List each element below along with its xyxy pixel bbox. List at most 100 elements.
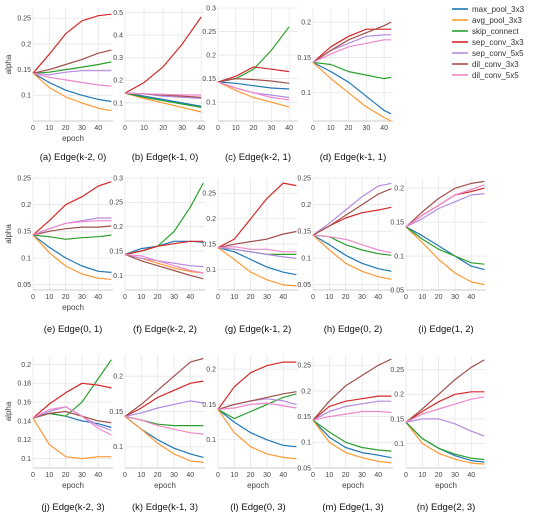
- x-tick-label: 20: [154, 472, 162, 479]
- x-tick-label: 0: [31, 472, 35, 479]
- series-line-avg_pool_3x3: [32, 417, 112, 460]
- series-line-sep_conv_5x5: [312, 182, 392, 236]
- y-tick-label: 0.1: [21, 456, 31, 463]
- series-line-skip_connect: [124, 415, 204, 427]
- x-tick-label: 0: [123, 125, 127, 132]
- y-tick-label: 0.14: [17, 418, 31, 425]
- x-tick-label: 20: [62, 294, 70, 301]
- y-tick-label: 0.4: [113, 33, 123, 40]
- series-line-skip_connect: [124, 92, 202, 108]
- y-axis-label: alpha: [4, 401, 13, 421]
- series-line-skip_connect: [312, 419, 392, 452]
- series-line-sep_conv_5x5: [32, 70, 112, 76]
- x-tick-label: 30: [78, 472, 86, 479]
- series-line-avg_pool_3x3: [312, 61, 392, 122]
- subplot-10: 0.1 0.15 0.2 0 10 20 30 40 epoch (k) Edge(k-1, 3): [109, 355, 205, 513]
- subplot-1: 0.1 0.2 0.3 0.4 0.5 0 10 20 30 40 (b) Edge(k-1, 0): [113, 8, 205, 163]
- y-tick-label: 0.25: [297, 175, 311, 182]
- y-tick-label: 0.2: [206, 52, 216, 59]
- x-tick-label: 40: [374, 472, 382, 479]
- x-tick-label: 0: [404, 294, 408, 301]
- series-line-dil_conv_3x3: [312, 188, 392, 236]
- series-line-avg_pool_3x3: [217, 409, 297, 460]
- subplot-8: 0.05 0.1 0.15 0.2 0 10 20 30 40 (i) Edge(1, 2): [390, 178, 486, 335]
- legend-entry: dil_conv_5x5: [472, 71, 519, 80]
- x-tick-label: 20: [247, 472, 255, 479]
- series-line-dil_conv_3x3: [312, 21, 392, 63]
- x-tick-label: 0: [216, 472, 220, 479]
- y-tick-label: 0.25: [297, 363, 311, 370]
- y-tick-label: 0.1: [21, 255, 31, 262]
- y-tick-label: 0.16: [17, 399, 31, 406]
- y-tick-label: 0.2: [113, 224, 123, 231]
- y-tick-label: 0.12: [17, 437, 31, 444]
- y-tick-label: 0.1: [394, 253, 404, 260]
- y-tick-label: 0.1: [206, 267, 216, 274]
- series-line-skip_connect: [32, 61, 112, 74]
- subplot-caption: (f) Edge(k-2, 2): [133, 324, 197, 335]
- series-line-skip_connect: [312, 61, 392, 80]
- y-tick-label: 0.2: [301, 388, 311, 395]
- y-tick-label: 0.1: [113, 444, 123, 451]
- x-tick-label: 40: [380, 125, 388, 132]
- y-tick-label: 0.1: [206, 100, 216, 107]
- x-tick-label: 40: [94, 472, 102, 479]
- series-line-dil_conv_5x5: [32, 220, 112, 236]
- subplot-caption: (c) Edge(k-2, 1): [225, 152, 291, 163]
- x-tick-label: 30: [267, 125, 275, 132]
- subplot-caption: (i) Edge(1, 2): [418, 324, 473, 335]
- series-line-dil_conv_5x5: [32, 406, 112, 436]
- y-tick-label: 0.2: [21, 362, 31, 369]
- x-tick-label: 20: [154, 294, 162, 301]
- x-tick-label: 30: [170, 472, 178, 479]
- x-tick-label: 10: [325, 294, 333, 301]
- subplot-caption: (j) Edge(k-2, 3): [41, 502, 104, 513]
- series-line-dil_conv_3x3: [217, 77, 290, 84]
- series-line-sep_conv_3x3: [32, 382, 112, 419]
- x-tick-label: 30: [358, 472, 366, 479]
- y-tick-label: 0.2: [21, 41, 31, 48]
- series-line-skip_connect: [405, 421, 485, 461]
- series-line-sep_conv_5x5: [312, 400, 392, 421]
- x-tick-label: 10: [418, 472, 426, 479]
- y-tick-label: 0.15: [390, 416, 404, 423]
- series-line-dil_conv_5x5: [312, 39, 392, 63]
- y-tick-label: 0.18: [17, 381, 31, 388]
- series-line-dil_conv_5x5: [217, 246, 297, 253]
- subplot-caption: (h) Edge(0, 2): [324, 324, 383, 335]
- x-tick-label: 20: [435, 294, 443, 301]
- x-tick-label: 30: [451, 472, 459, 479]
- series-line-avg_pool_3x3: [217, 247, 297, 287]
- series-line-max_pool_3x3: [312, 419, 392, 459]
- series-line-avg_pool_3x3: [124, 92, 202, 113]
- legend-entry: max_pool_3x3: [472, 5, 525, 14]
- x-tick-label: 10: [232, 125, 240, 132]
- series-line-avg_pool_3x3: [124, 415, 204, 463]
- x-tick-label: 10: [137, 294, 145, 301]
- subplot-caption: (l) Edge(0, 3): [230, 502, 285, 513]
- subplot-grid: 0.1 0.15 0.2 0.25 0 10 20 30 40 alpha epoch (a) Edg…: [4, 5, 486, 513]
- series-line-max_pool_3x3: [124, 92, 202, 107]
- series-line-max_pool_3x3: [32, 234, 112, 273]
- x-tick-label: 40: [94, 294, 102, 301]
- legend-entry: dil_conv_3x3: [472, 60, 519, 69]
- series-line-dil_conv_5x5: [124, 92, 202, 96]
- x-tick-label: 0: [31, 125, 35, 132]
- x-tick-label: 40: [467, 472, 475, 479]
- y-tick-label: 0.15: [202, 76, 216, 83]
- series-line-dil_conv_3x3: [32, 225, 112, 236]
- y-tick-label: 0.15: [297, 229, 311, 236]
- y-tick-label: 0.15: [109, 248, 123, 255]
- x-tick-label: 30: [263, 294, 271, 301]
- series-line-avg_pool_3x3: [32, 234, 112, 280]
- y-tick-label: 0.2: [394, 186, 404, 193]
- x-axis-label: epoch: [154, 481, 176, 490]
- x-tick-label: 10: [140, 125, 148, 132]
- y-tick-label: 0.1: [394, 441, 404, 448]
- y-tick-label: 0.1: [301, 90, 311, 97]
- series-line-avg_pool_3x3: [312, 234, 392, 280]
- x-tick-label: 30: [358, 294, 366, 301]
- x-tick-label: 0: [216, 294, 220, 301]
- y-tick-label: 0.25: [202, 191, 216, 198]
